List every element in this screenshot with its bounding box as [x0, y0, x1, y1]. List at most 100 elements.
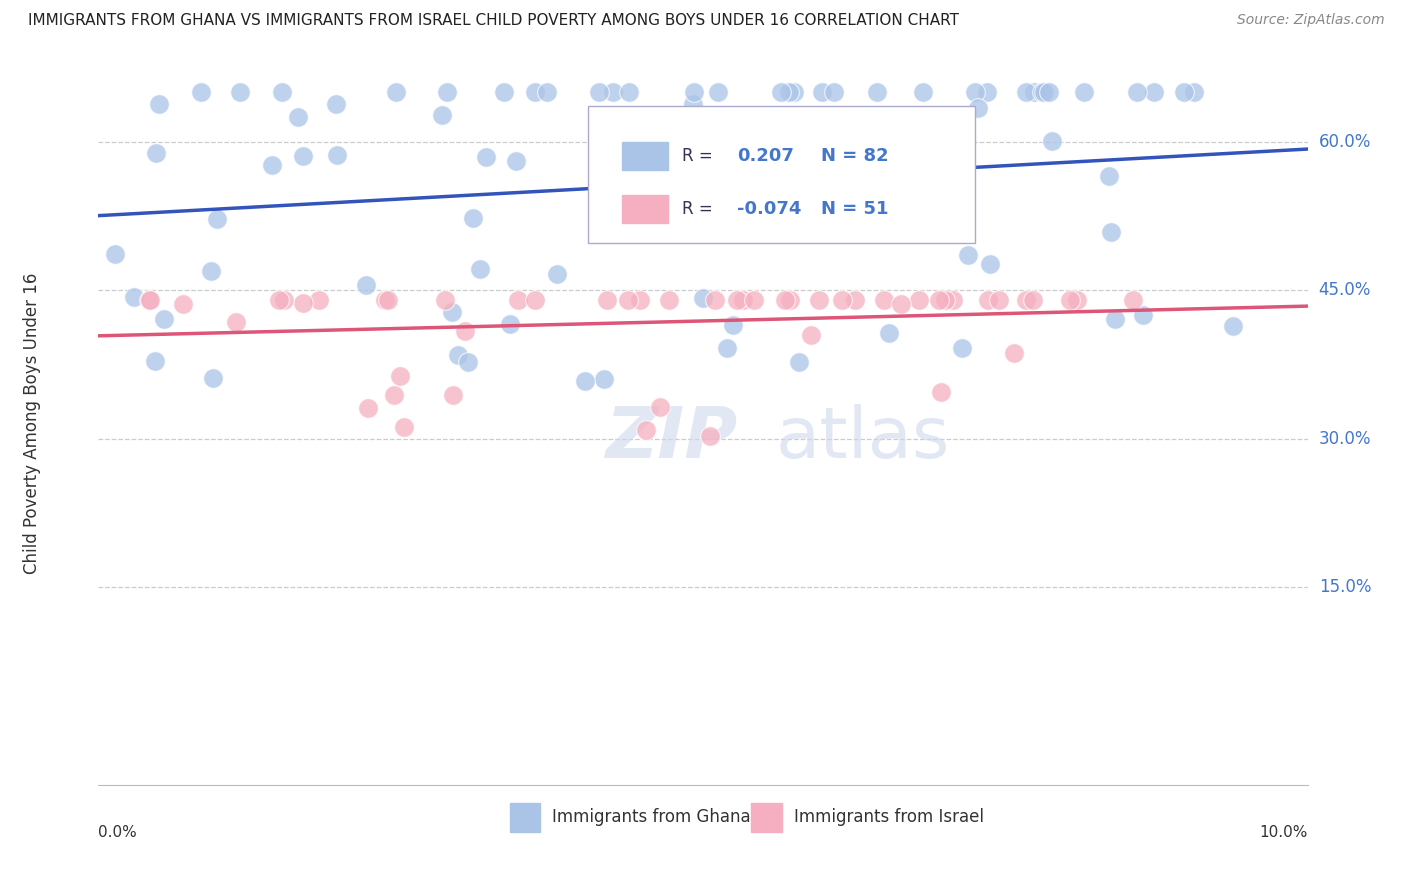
Point [325, 97, 347, 112]
Point [447, 348, 470, 362]
Point [707, 85, 730, 99]
Text: 45.0%: 45.0% [1319, 281, 1371, 299]
Point [1066, 293, 1088, 307]
Point [1122, 293, 1144, 307]
Text: ZIP: ZIP [606, 404, 738, 473]
Point [433, 293, 456, 307]
Point [139, 293, 162, 307]
Point [574, 374, 596, 388]
Text: 15.0%: 15.0% [1319, 578, 1371, 596]
Point [879, 326, 901, 341]
Point [225, 315, 247, 329]
Point [779, 85, 801, 99]
Point [1099, 226, 1122, 240]
Point [742, 293, 765, 307]
Point [682, 96, 704, 111]
Point [963, 85, 986, 99]
Point [657, 293, 679, 307]
Point [787, 355, 810, 369]
Point [1042, 134, 1064, 148]
Point [536, 85, 558, 99]
Point [725, 293, 748, 307]
Point [844, 293, 866, 307]
Text: 60.0%: 60.0% [1319, 133, 1371, 151]
Point [291, 295, 314, 310]
Point [801, 168, 824, 182]
Point [104, 247, 127, 261]
Point [988, 293, 1011, 307]
Point [908, 293, 931, 307]
Point [773, 293, 796, 307]
Point [1125, 85, 1147, 99]
Point [505, 153, 527, 168]
Point [928, 293, 950, 307]
Point [392, 420, 415, 434]
Point [866, 85, 889, 99]
Point [890, 296, 912, 310]
Point [617, 293, 640, 307]
Bar [751, 803, 782, 832]
Point [873, 293, 896, 307]
Point [325, 148, 347, 162]
Point [1038, 85, 1060, 99]
Point [1073, 85, 1095, 99]
Point [153, 312, 176, 326]
Text: R =: R = [682, 147, 713, 165]
Point [595, 293, 617, 307]
Point [470, 261, 492, 276]
Point [636, 423, 658, 437]
Point [683, 120, 706, 135]
Point [1173, 85, 1195, 99]
Point [831, 293, 853, 307]
Point [682, 85, 704, 99]
Point [1059, 293, 1081, 307]
Point [267, 293, 290, 307]
Point [1104, 311, 1126, 326]
Text: R =: R = [682, 200, 713, 218]
Point [546, 267, 568, 281]
Text: N = 82: N = 82 [821, 147, 889, 165]
Point [820, 194, 842, 209]
Bar [621, 195, 668, 222]
Point [811, 85, 834, 99]
Point [628, 293, 651, 307]
Point [1022, 293, 1045, 307]
Point [205, 212, 228, 227]
Point [1014, 293, 1036, 307]
Point [770, 85, 793, 99]
Point [494, 85, 516, 99]
Point [499, 318, 522, 332]
Point [1002, 346, 1025, 360]
Point [692, 291, 714, 305]
Point [273, 293, 295, 307]
Point [1132, 308, 1154, 322]
Point [704, 293, 727, 307]
Point [699, 429, 721, 443]
Point [602, 85, 624, 99]
Point [716, 341, 738, 355]
Point [441, 388, 464, 402]
Point [838, 194, 860, 208]
Text: Child Poverty Among Boys Under 16: Child Poverty Among Boys Under 16 [22, 273, 41, 574]
Point [929, 384, 952, 399]
Point [648, 400, 671, 414]
Point [262, 158, 284, 172]
Point [934, 293, 956, 307]
Point [145, 145, 167, 160]
Text: N = 51: N = 51 [821, 200, 889, 218]
Point [122, 290, 145, 304]
FancyBboxPatch shape [588, 106, 976, 243]
Text: 30.0%: 30.0% [1319, 430, 1371, 448]
Point [920, 174, 942, 188]
Point [588, 85, 610, 99]
Point [976, 85, 998, 99]
Point [143, 354, 166, 368]
Point [967, 101, 990, 115]
Point [475, 150, 498, 164]
Point [271, 85, 294, 99]
Point [377, 293, 399, 307]
Point [506, 293, 529, 307]
Point [190, 85, 212, 99]
Point [172, 297, 194, 311]
Point [796, 116, 818, 130]
